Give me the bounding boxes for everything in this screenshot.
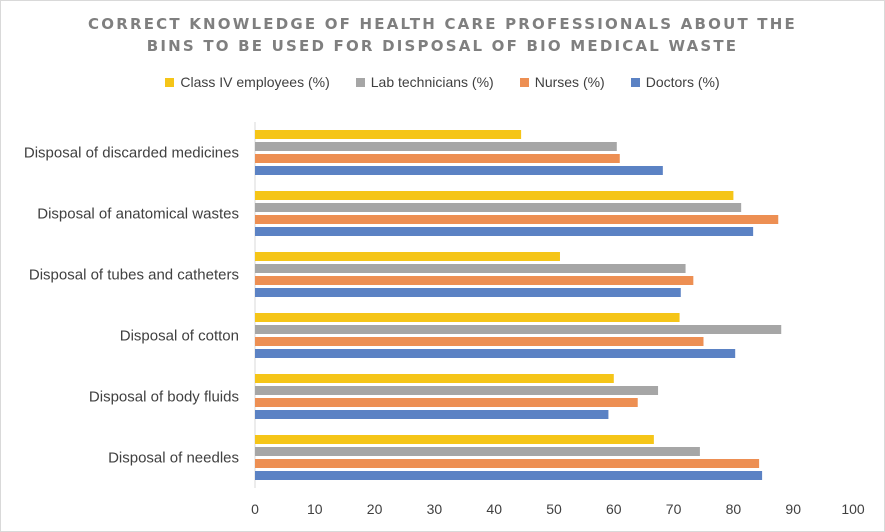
category-label: Disposal of discarded medicines (24, 145, 239, 162)
x-tick-label: 100 (841, 501, 865, 517)
bar (255, 252, 560, 261)
bar (255, 349, 736, 358)
bar (255, 325, 782, 334)
x-tick-label: 80 (726, 501, 742, 517)
bar (255, 142, 617, 151)
bar (255, 288, 681, 297)
x-tick-label: 40 (486, 501, 502, 517)
legend-swatch (630, 77, 640, 87)
chart-title-line-2: BINS TO BE USED FOR DISPOSAL OF BIO MEDI… (146, 37, 739, 55)
bar (255, 374, 614, 383)
category-label: Disposal of body fluids (89, 389, 239, 406)
legend-label: Nurses (%) (534, 74, 605, 90)
bar (255, 227, 754, 236)
x-tick-label: 90 (785, 501, 801, 517)
x-tick-label: 60 (606, 501, 622, 517)
category-label: Disposal of tubes and catheters (29, 267, 239, 284)
legend-item: Lab technicians (%) (355, 74, 494, 90)
chart-title-line-1: CORRECT KNOWLEDGE OF HEALTH CARE PROFESS… (88, 15, 797, 33)
category-label: Disposal of cotton (120, 328, 239, 345)
bar (255, 130, 522, 139)
x-tick-label: 10 (307, 501, 323, 517)
bar (255, 203, 742, 212)
bar (255, 166, 663, 175)
legend-label: Doctors (%) (645, 74, 720, 90)
chart-legend: Class IV employees (%) Lab technicians (%… (0, 74, 885, 90)
bar (255, 447, 700, 456)
legend-swatch (355, 77, 365, 87)
bar (255, 313, 680, 322)
x-tick-label: 30 (427, 501, 443, 517)
bar (255, 191, 734, 200)
category-label: Disposal of needles (108, 450, 239, 467)
bar (255, 276, 694, 285)
bar (255, 264, 686, 273)
x-tick-label: 50 (546, 501, 562, 517)
legend-item: Nurses (%) (519, 74, 605, 90)
bar (255, 215, 779, 224)
category-label: Disposal of anatomical wastes (37, 206, 239, 223)
bar (255, 435, 654, 444)
bar (255, 154, 620, 163)
legend-item: Class IV employees (%) (165, 74, 330, 90)
legend-label: Lab technicians (%) (370, 74, 494, 90)
x-tick-label: 20 (367, 501, 383, 517)
legend-swatch (519, 77, 529, 87)
bar (255, 471, 763, 480)
bar (255, 398, 638, 407)
bar (255, 459, 760, 468)
bar (255, 337, 704, 346)
bar (255, 410, 609, 419)
x-tick-label: 0 (251, 501, 259, 517)
legend-item: Doctors (%) (630, 74, 720, 90)
legend-label: Class IV employees (%) (180, 74, 330, 90)
bar (255, 386, 659, 395)
legend-swatch (165, 77, 175, 87)
x-tick-label: 70 (666, 501, 682, 517)
